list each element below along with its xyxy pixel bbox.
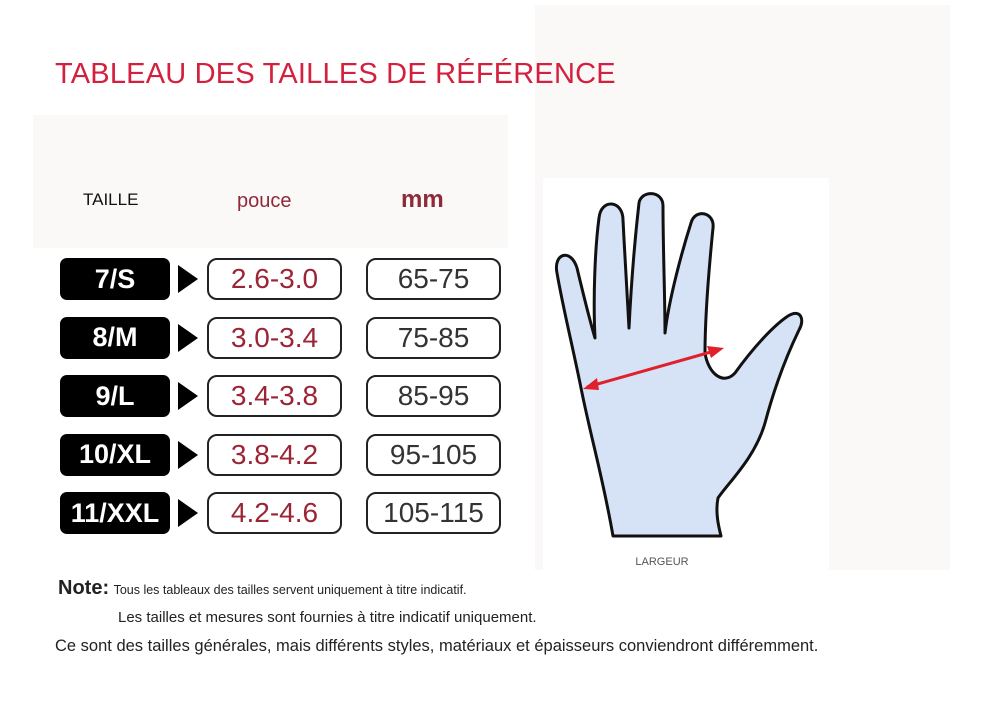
arrow-right-icon [178,382,198,410]
arrow-head-left [583,378,599,390]
mm-value: 65-75 [366,258,501,300]
arrow-right-icon [178,323,198,352]
size-label: 10/XL [60,433,170,476]
mm-value: 105-115 [366,492,501,534]
size-label: 9/L [60,375,170,417]
note-label: Note: [58,577,110,599]
header-mm: mm [401,186,444,213]
mm-value: 85-95 [366,375,501,417]
mm-value: 75-85 [366,316,501,359]
note-line-3: Ce sont des tailles générales, mais diff… [55,637,819,655]
size-row: 9/L 3.4-3.8 85-95 [60,375,505,417]
hand-icon [554,192,804,538]
inch-value: 3.4-3.8 [207,375,342,417]
arrow-head-right [707,346,724,358]
size-label: 11/XXL [60,492,170,534]
hand-diagram: LARGEUR [543,178,829,570]
header-band [33,115,508,248]
arrow-right-icon [178,499,198,527]
arrow-right-icon [178,440,198,469]
largeur-label: LARGEUR [635,556,688,568]
inch-value: 2.6-3.0 [207,258,342,300]
width-arrow [586,348,719,389]
arrow-right-icon [178,265,198,293]
page-title: TABLEAU DES TAILLES DE RÉFÉRENCE [55,58,616,90]
note-text-1: Tous les tableaux des tailles servent un… [113,583,467,597]
size-row: 10/XL 3.8-4.2 95-105 [60,433,505,476]
size-label: 7/S [60,258,170,300]
note-line-1: Note: Tous les tableaux des tailles serv… [58,577,467,600]
size-row: 11/XXL 4.2-4.6 105-115 [60,492,505,534]
size-row: 7/S 2.6-3.0 65-75 [60,258,505,300]
size-row: 8/M 3.0-3.4 75-85 [60,316,505,359]
header-size: TAILLE [83,190,139,209]
mm-value: 95-105 [366,433,501,476]
inch-value: 3.0-3.4 [207,316,342,359]
note-line-2: Les tailles et mesures sont fournies à t… [118,609,537,626]
inch-value: 3.8-4.2 [207,433,342,476]
header-inch: pouce [237,190,292,212]
inch-value: 4.2-4.6 [207,492,342,534]
size-label: 8/M [60,316,170,359]
